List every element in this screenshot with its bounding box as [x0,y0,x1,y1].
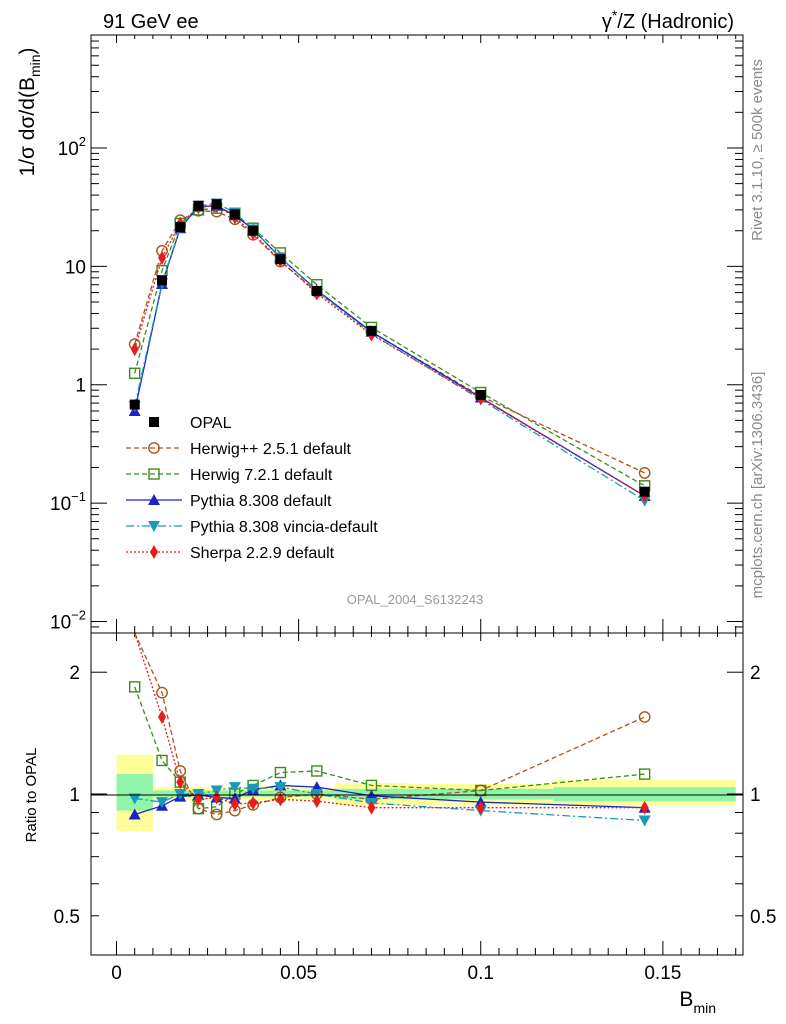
ratio-point-sherpa-2-2-9-default-7 [276,792,285,807]
ratio-point-herwig-2-5-1-default-11 [638,711,651,723]
legend-marker-herwig-7-2-1-default [148,468,160,480]
legend-label-opal: OPAL [190,415,232,432]
stat-band-0 [116,774,153,811]
legend-marker-herwig-2-5-1-default [148,442,160,454]
reference-label: OPAL_2004_S6132243 [347,592,483,607]
x-axis-label: Bmin [679,988,716,1016]
main-point-herwig-2-5-1-default-11 [638,467,651,479]
ratio-point-sherpa-2-2-9-default-1 [158,709,167,724]
title-left: 91 GeV ee [103,11,199,33]
ratio-panel-frame [90,632,744,956]
ratio-point-sherpa-2-2-9-default-5 [230,796,239,811]
xtick-label-0: 0 [111,963,122,984]
stat-band-5 [407,788,554,800]
legend-label-pythia-8-308-vincia-default: Pythia 8.308 vincia-default [190,519,378,536]
main-point-opal-2 [175,222,186,233]
ratio-point-pythia-8-308-vincia-default-0 [128,793,141,805]
title-right: γ*/Z (Hadronic) [602,7,734,33]
ratio-point-herwig-7-2-1-default-1 [156,754,168,767]
main-point-opal-4 [211,199,222,210]
ratio-point-sherpa-2-2-9-default-11 [640,800,649,815]
main-point-opal-1 [157,275,168,286]
main-point-herwig-7-2-1-default-0 [129,367,141,379]
main-point-opal-6 [248,225,259,236]
main-point-opal-5 [229,209,240,220]
xtick-label-3: 0.15 [644,963,681,984]
ratio-point-sherpa-2-2-9-default-9 [367,800,376,815]
ratio-line-herwig-2-5-1-default [134,632,645,816]
ratio-point-sherpa-2-2-9-default-2 [176,775,185,790]
legend-label-herwig-2-5-1-default: Herwig++ 2.5.1 default [190,441,352,458]
legend-marker-pythia-8-308-vincia-default [148,521,160,532]
ratio-point-herwig-7-2-1-default-10 [475,784,487,797]
legend-label-sherpa-2-2-9-default: Sherpa 2.2.9 default [190,545,335,562]
ratio-panel-series [128,632,651,827]
main-ytick-label-4: 102 [58,134,86,160]
main-ytick-label-3: 10 [65,257,86,278]
ratio-point-herwig-7-2-1-default-0 [129,681,141,693]
ratio-ylabel: Ratio to OPAL [23,748,40,843]
ratio-point-pythia-8-308-vincia-default-1 [156,797,169,809]
main-point-opal-7 [275,254,286,265]
legend-marker-sherpa-2-2-9-default [150,545,158,559]
ratio-point-sherpa-2-2-9-default-3 [194,792,203,807]
legend-marker-opal [149,417,159,427]
legend-marker-pythia-8-308-default [148,494,160,505]
ratio-point-sherpa-2-2-9-default-8 [312,794,321,809]
main-line-pythia-8-308-vincia-default [134,202,645,502]
ratio-point-sherpa-2-2-9-default-10 [476,800,485,815]
main-point-sherpa-2-2-9-default-1 [158,250,167,265]
legend: OPAL Herwig++ 2.5.1 default Herwig 7.2.1 d… [126,415,378,562]
main-point-opal-11 [639,486,650,497]
main-point-opal-0 [129,399,140,410]
ratio-ytick-label-right-2: 2 [750,663,761,684]
legend-label-pythia-8-308-default: Pythia 8.308 default [190,493,332,510]
ratio-ytick-label-left-0: 0.5 [54,907,80,928]
ratio-ytick-label-left-2: 2 [69,663,80,684]
legend-label-herwig-7-2-1-default: Herwig 7.2.1 default [190,467,333,484]
main-panel-series [128,198,651,507]
ratio-point-sherpa-2-2-9-default-4 [212,790,221,805]
main-point-opal-10 [475,389,486,400]
side-label-mcplots: mcplots.cern.ch [arXiv:1306.3436] [749,372,766,599]
main-axis-ticks: 10−2 10−1 1 10 102 [50,34,743,634]
main-point-opal-3 [193,200,204,211]
ratio-point-herwig-7-2-1-default-11 [638,768,651,780]
xtick-label-2: 0.1 [468,963,494,984]
main-line-herwig-2-5-1-default [134,210,645,474]
ratio-point-herwig-7-2-1-default-7 [274,766,287,779]
ratio-ytick-label-left-1: 1 [69,785,80,806]
ratio-ytick-label-right-0: 0.5 [750,907,776,928]
ratio-point-herwig-2-5-1-default-1 [156,686,168,699]
main-point-opal-9 [366,325,377,336]
ratio-point-pythia-8-308-vincia-default-7 [274,782,287,794]
ratio-line-sherpa-2-2-9-default [134,632,645,809]
main-point-opal-8 [311,285,322,296]
ratio-point-pythia-8-308-default-0 [128,808,141,820]
side-label-rivet: Rivet 3.1.10, ≥ 500k events [749,59,766,241]
ratio-point-pythia-8-308-vincia-default-5 [228,782,241,794]
main-line-pythia-8-308-default [134,205,645,497]
xtick-label-1: 0.05 [280,963,317,984]
ratio-point-herwig-7-2-1-default-8 [311,765,323,777]
ratio-ytick-label-right-1: 1 [750,785,761,806]
ratio-point-herwig-2-5-1-default-4 [210,808,223,821]
stat-band-6 [553,787,736,802]
ratio-point-pythia-8-308-vincia-default-11 [638,815,651,827]
main-point-sherpa-2-2-9-default-0 [130,342,139,357]
main-ylabel: 1/σ dσ/d(Bmin) [16,47,43,176]
stat-band-1 [152,790,263,797]
ratio-point-sherpa-2-2-9-default-6 [249,796,258,811]
ratio-axis-ticks: 0 0.05 0.1 0.15 0.5 0.5 1 1 2 2 [54,633,776,984]
main-ytick-label-2: 1 [75,376,86,397]
main-ytick-label-0: 10−2 [50,608,86,634]
main-ytick-label-1: 10−1 [50,489,86,515]
main-panel-frame [90,34,744,634]
ratio-point-pythia-8-308-vincia-default-6 [247,783,260,795]
